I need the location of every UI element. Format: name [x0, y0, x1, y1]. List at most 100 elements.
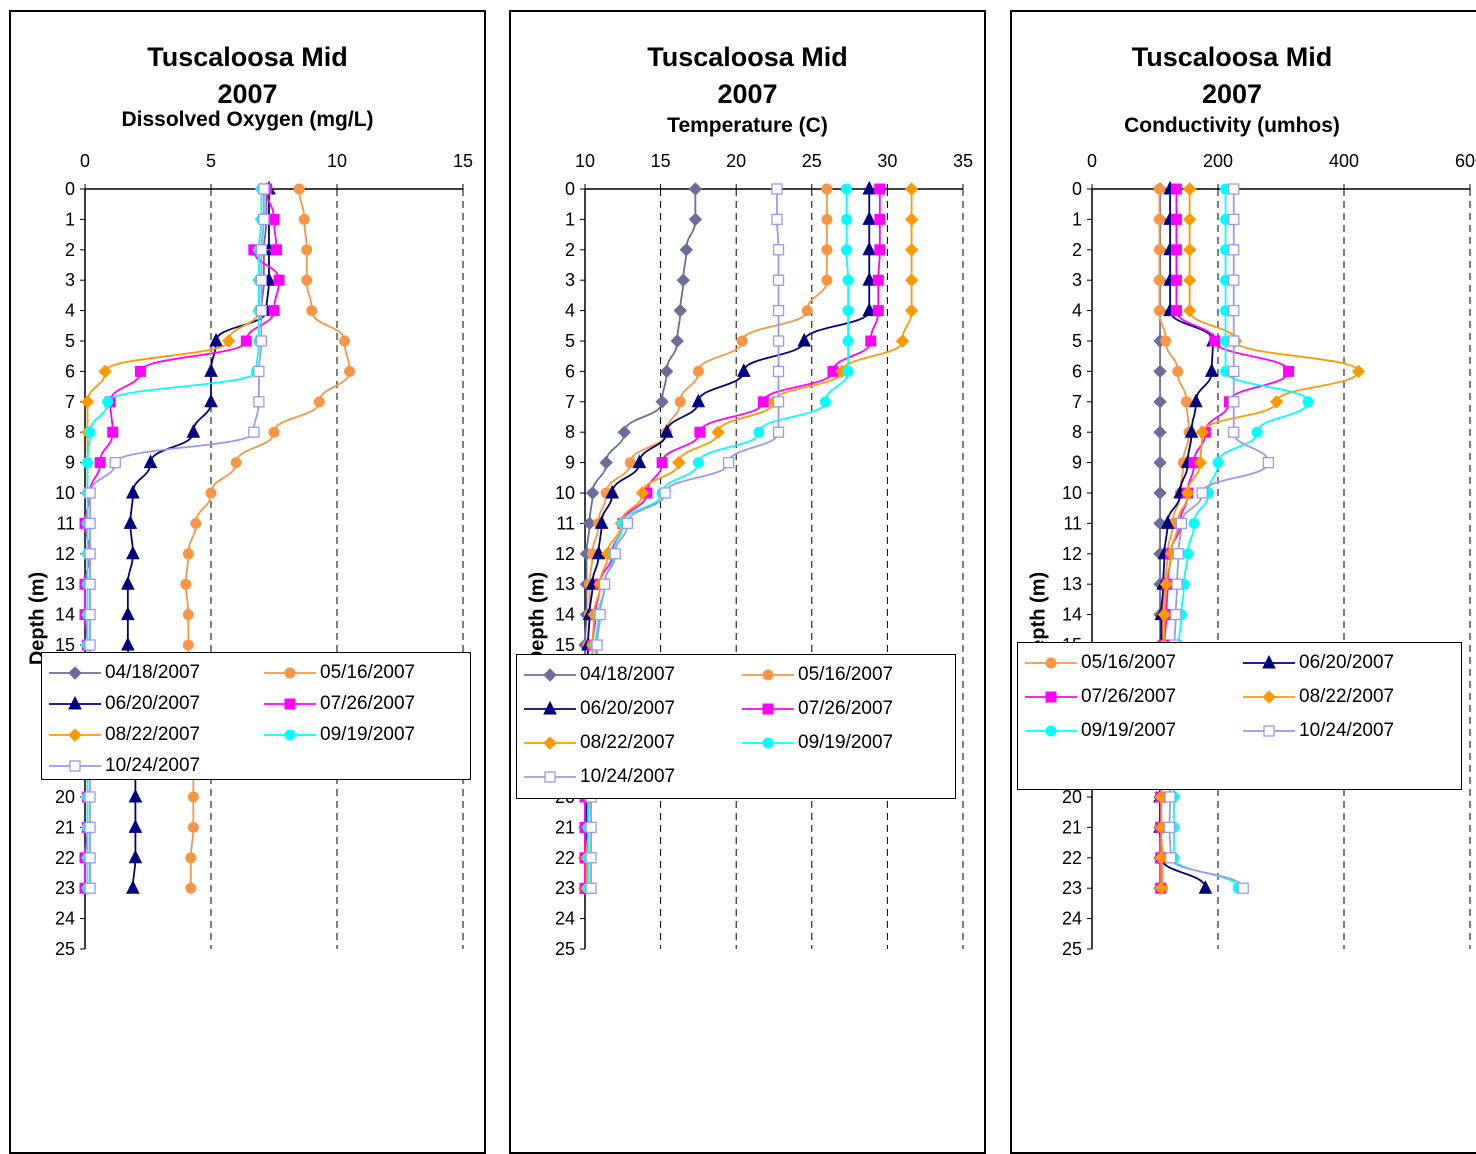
y-tick-label: 9 — [65, 453, 75, 473]
data-point — [187, 791, 199, 803]
data-point — [904, 182, 919, 196]
data-point — [182, 548, 194, 560]
data-point — [123, 515, 138, 529]
x-tick-label: 400 — [1329, 151, 1359, 171]
data-point — [1269, 395, 1284, 409]
data-point — [865, 335, 877, 347]
data-point — [757, 396, 769, 408]
chart-title: Tuscaloosa Mid — [647, 42, 848, 72]
data-point — [258, 213, 270, 226]
data-point — [1171, 578, 1183, 590]
y-tick-label: 5 — [1072, 331, 1082, 351]
data-point — [1164, 791, 1176, 803]
data-point — [1153, 244, 1165, 256]
y-tick-label: 7 — [1072, 392, 1082, 412]
y-tick-label: 22 — [55, 848, 75, 868]
data-point — [691, 393, 706, 408]
y-tick-label: 8 — [565, 422, 575, 442]
data-point — [1182, 273, 1197, 287]
x-tick-label: 30 — [877, 151, 897, 171]
x-tick-label: 20 — [726, 151, 746, 171]
data-point — [1189, 393, 1203, 408]
data-point — [84, 608, 96, 621]
data-point — [109, 456, 121, 469]
data-point — [874, 244, 886, 256]
data-point — [1175, 517, 1188, 530]
data-point — [842, 274, 854, 286]
chart-panel-temperature: Tuscaloosa Mid 2007 Temperature (C) Dept… — [509, 10, 986, 1154]
legend-label: 06/20/2007 — [1299, 652, 1395, 673]
data-point — [674, 396, 686, 408]
data-point — [1228, 335, 1240, 347]
data-point — [271, 244, 283, 256]
y-tick-label: 25 — [1062, 939, 1082, 959]
data-point — [248, 426, 260, 438]
data-point — [1153, 425, 1167, 439]
data-point — [1182, 182, 1197, 196]
legend-swatch — [1243, 725, 1295, 737]
data-point — [1170, 183, 1182, 195]
data-point — [1170, 305, 1182, 317]
y-tick-label: 4 — [65, 301, 75, 321]
legend-swatch — [742, 737, 794, 749]
y-tick-label: 1 — [565, 209, 575, 229]
legend-marker — [1045, 725, 1057, 737]
y-tick-label: 12 — [555, 544, 575, 564]
y-tick-label: 3 — [65, 270, 75, 290]
legend-swatch — [1025, 725, 1077, 737]
data-point — [1153, 305, 1165, 317]
legend-label: 07/26/2007 — [320, 693, 416, 714]
x-tick-label: 15 — [651, 151, 671, 171]
y-tick-label: 21 — [555, 817, 575, 837]
data-point — [301, 244, 313, 256]
data-point — [128, 849, 143, 864]
data-point — [1163, 821, 1176, 834]
data-point — [632, 454, 647, 469]
data-point — [182, 639, 194, 651]
data-point — [711, 425, 725, 439]
data-point — [1153, 213, 1165, 225]
data-point — [268, 305, 280, 317]
data-point — [84, 548, 96, 560]
y-tick-label: 4 — [1072, 301, 1082, 321]
data-point — [659, 364, 674, 379]
legend-marker — [284, 698, 296, 710]
data-point — [1153, 455, 1167, 470]
y-tick-label: 20 — [55, 787, 75, 807]
data-point — [84, 821, 96, 834]
data-point — [1159, 577, 1174, 591]
data-point — [895, 334, 910, 348]
data-point — [1153, 516, 1167, 531]
y-tick-label: 2 — [65, 240, 75, 260]
series-line — [84, 188, 280, 889]
data-point — [298, 213, 310, 225]
legend-label: 09/19/2007 — [798, 732, 894, 753]
legend-label: 08/22/2007 — [105, 724, 201, 745]
legend-marker — [544, 771, 556, 783]
data-point — [904, 243, 919, 257]
chart-plot-temperature: 1015202530350123456789101112131415161718… — [555, 151, 973, 959]
data-point — [339, 335, 351, 347]
legend-marker — [762, 737, 774, 749]
data-point — [585, 852, 597, 864]
data-point — [591, 545, 606, 560]
x-tick-label: 200 — [1203, 151, 1233, 171]
x-tick-label: 0 — [80, 151, 90, 171]
data-point — [635, 486, 650, 500]
series-09-19-2007 — [82, 183, 267, 894]
data-point — [80, 395, 95, 409]
data-point — [1153, 364, 1167, 379]
legend-item: 10/24/2007 — [1241, 719, 1394, 743]
data-point — [1160, 335, 1172, 347]
legend-item: 09/19/2007 — [262, 723, 415, 747]
y-tick-label: 22 — [555, 848, 575, 868]
legend-item: 08/22/2007 — [1241, 685, 1394, 709]
legend-marker — [68, 728, 82, 742]
data-point — [1204, 363, 1219, 377]
data-point — [128, 819, 143, 833]
data-point — [772, 244, 785, 256]
legend-item: 08/22/2007 — [522, 731, 675, 755]
data-point — [258, 183, 270, 195]
data-point — [1170, 244, 1182, 256]
data-point — [1228, 183, 1240, 195]
